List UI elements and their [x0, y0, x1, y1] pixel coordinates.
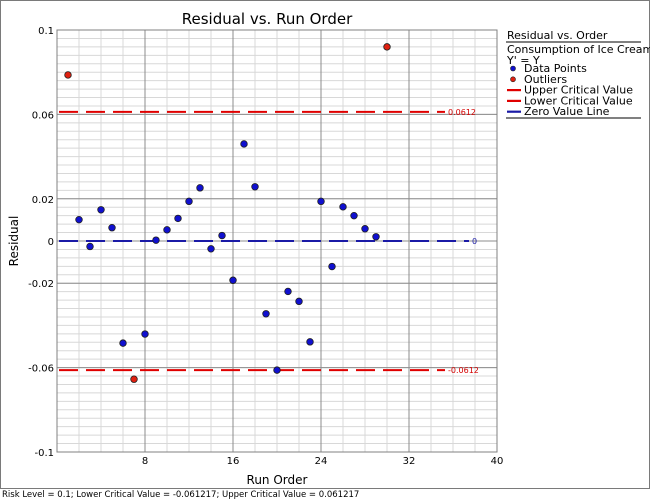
data-point	[152, 236, 160, 244]
legend-heading: Residual vs. Order	[507, 29, 608, 42]
data-point	[174, 214, 182, 223]
y-tick-label: -0.1	[34, 448, 54, 459]
data-point	[262, 310, 270, 318]
plot-area	[56, 29, 498, 453]
legend-label: Lower Critical Value	[524, 94, 633, 107]
y-tick-label: 0.1	[38, 26, 54, 37]
x-tick-label: 8	[142, 456, 148, 467]
data-point	[141, 330, 149, 338]
y-axis-title: Residual	[7, 216, 21, 267]
data-point	[317, 197, 325, 206]
data-point	[350, 211, 358, 220]
x-tick-label: 40	[491, 456, 504, 467]
data-point	[273, 366, 281, 374]
chart-title: Residual vs. Run Order	[182, 10, 353, 28]
lower-critical-label: -0.0612	[448, 366, 479, 375]
legend-marker	[510, 65, 516, 72]
data-point	[207, 245, 215, 253]
legend-equation: Y' = Y	[506, 54, 540, 67]
data-point	[163, 226, 171, 234]
y-tick-label: 0.02	[32, 195, 54, 206]
outlier-point	[383, 43, 391, 51]
y-tick-label: 0.06	[32, 110, 54, 121]
legend-label: Data Points	[524, 62, 587, 75]
axis-ticks: 8 16 24 32 40 0.1 0.06 0.02 0 -0.02 -0.06 -0.1	[28, 26, 503, 467]
data-point	[218, 231, 226, 240]
outlier-point	[64, 71, 72, 79]
legend: Residual vs. Order Consumption of Ice Cr…	[506, 29, 650, 119]
x-tick-label: 24	[315, 456, 328, 467]
data-point	[295, 297, 303, 306]
legend-label: Outliers	[524, 73, 567, 86]
legend-subtitle: Consumption of Ice Cream	[507, 43, 650, 56]
legend-label: Zero Value Line	[524, 105, 610, 118]
y-tick-label: -0.06	[28, 364, 54, 375]
data-points	[64, 43, 391, 383]
data-point	[185, 197, 193, 206]
data-point	[361, 225, 369, 233]
legend-label: Upper Critical Value	[524, 84, 633, 97]
data-point	[97, 206, 105, 214]
y-tick-label: -0.02	[28, 279, 54, 290]
data-point	[306, 338, 314, 346]
data-point	[119, 339, 127, 347]
reference-lines: 0.0612 -0.0612 0	[59, 108, 479, 375]
x-tick-label: 16	[227, 456, 240, 467]
x-axis-title: Run Order	[247, 473, 308, 487]
data-point	[240, 140, 248, 148]
zero-value-label: 0	[472, 237, 477, 246]
data-point	[86, 242, 94, 251]
data-point	[196, 184, 204, 192]
legend-marker	[510, 76, 516, 83]
data-point	[372, 233, 380, 241]
upper-critical-label: 0.0612	[448, 108, 476, 117]
chart-frame: 0.0612 -0.0612 0 8 16 24 32 40 0.1 0.06 0.02 0 -0.0…	[0, 0, 650, 489]
data-point	[229, 276, 237, 284]
data-point	[328, 262, 336, 271]
data-point	[75, 215, 83, 224]
residual-chart: 0.0612 -0.0612 0 8 16 24 32 40 0.1 0.06 0.02 0 -0.0…	[7, 10, 650, 487]
data-point	[339, 203, 347, 211]
x-tick-label: 32	[403, 456, 416, 467]
y-tick-label: 0	[48, 237, 54, 248]
data-point	[108, 224, 116, 232]
outlier-point	[130, 375, 138, 383]
data-point	[284, 287, 292, 296]
data-point	[251, 183, 259, 191]
status-bar-text: Risk Level = 0.1; Lower Critical Value =…	[2, 490, 360, 500]
